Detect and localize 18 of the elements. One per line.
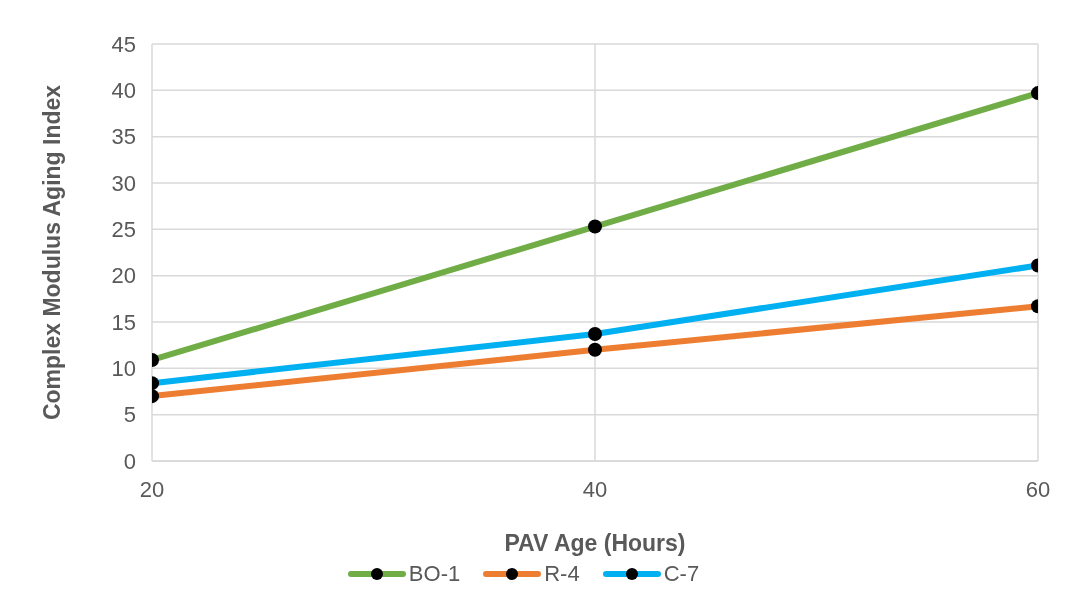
y-tick-label: 20 bbox=[111, 263, 136, 289]
legend-label: C-7 bbox=[663, 561, 700, 587]
y-tick-label: 40 bbox=[111, 78, 136, 104]
y-tick-label: 35 bbox=[111, 124, 136, 150]
y-axis-title: Complex Modulus Aging Index bbox=[39, 84, 66, 421]
legend-label: BO-1 bbox=[408, 561, 461, 587]
y-tick-label: 25 bbox=[111, 217, 136, 243]
y-tick-label: 45 bbox=[111, 31, 136, 57]
y-tick-label: 30 bbox=[111, 170, 136, 196]
legend-label: R-4 bbox=[544, 561, 580, 587]
x-axis-title: PAV Age (Hours) bbox=[504, 530, 686, 556]
x-tick-label: 60 bbox=[1025, 476, 1051, 502]
y-tick-label: 15 bbox=[111, 309, 136, 335]
x-tick-label: 20 bbox=[139, 476, 165, 502]
x-tick-label: 40 bbox=[582, 476, 608, 502]
y-tick-label: 10 bbox=[111, 356, 136, 382]
y-tick-label: 5 bbox=[123, 402, 136, 428]
y-tick-label: 0 bbox=[123, 448, 136, 474]
